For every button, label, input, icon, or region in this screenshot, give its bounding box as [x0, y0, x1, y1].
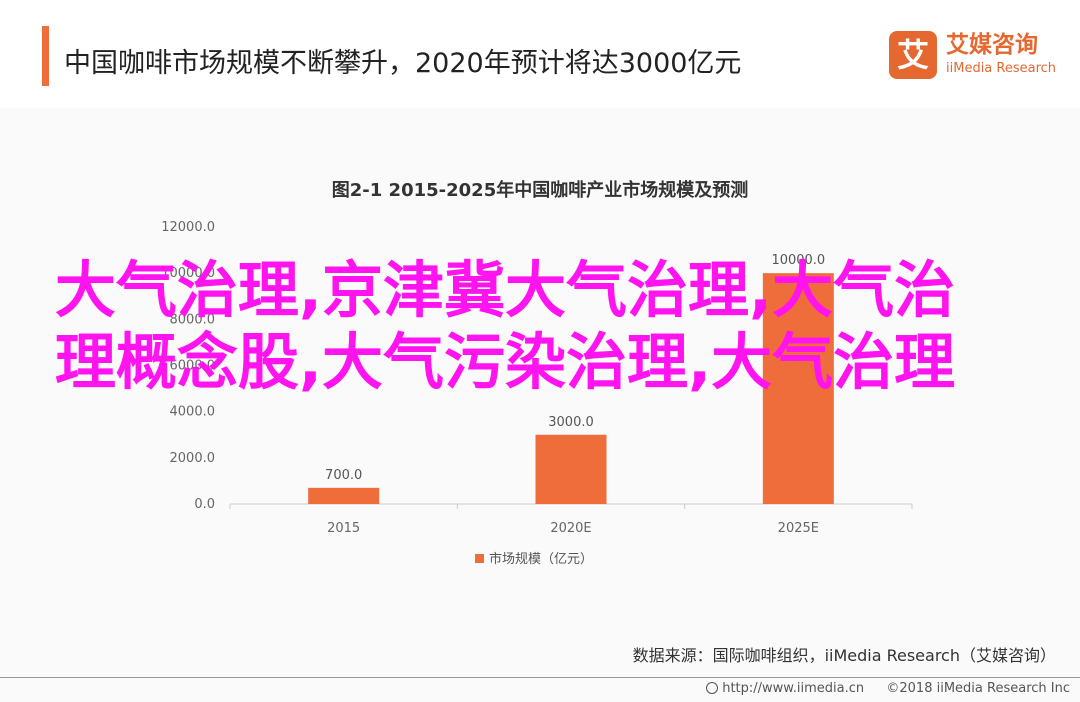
data-label: 700.0: [325, 468, 362, 483]
watermark-overlay-text: 大气治理,京津冀大气治理,大气治理概念股,大气污染治理,大气治理: [54, 255, 956, 398]
x-tick-label: 2015: [327, 521, 360, 536]
x-tick-label: 2025E: [778, 521, 819, 536]
header: 中国咖啡市场规模不断攀升，2020年预计将达3000亿元 艾 艾媒咨询 iiMe…: [0, 0, 1080, 108]
bar-chart: 图2-1 2015-2025年中国咖啡产业市场规模及预测 0.0 2000.0 400…: [161, 179, 913, 567]
footer: http://www.iimedia.cn ©2018 iiMedia Rese…: [706, 680, 1070, 698]
globe-icon: [706, 682, 719, 694]
logo: 艾 艾媒咨询 iiMedia Research: [889, 31, 1069, 81]
logo-subtitle: iiMedia Research: [946, 61, 1057, 76]
x-tick-label: 2020E: [550, 521, 591, 536]
footer-copyright: ©2018 iiMedia Research Inc: [886, 681, 1070, 696]
legend-swatch: [475, 554, 484, 563]
bar: [762, 273, 834, 504]
y-tick-label: 10000.0: [161, 266, 215, 281]
data-label: 3000.0: [548, 415, 594, 430]
y-tick-label: 8000.0: [170, 312, 216, 327]
y-tick-label: 12000.0: [161, 220, 215, 235]
y-tick-label: 2000.0: [170, 451, 216, 466]
source-note: 数据来源：国际咖啡组织，iiMedia Research（艾媒咨询）: [632, 646, 1056, 665]
y-tick-label: 4000.0: [170, 405, 216, 420]
chart-area: 图2-1 2015-2025年中国咖啡产业市场规模及预测 0.0 2000.0 400…: [0, 108, 1080, 702]
footer-url[interactable]: http://www.iimedia.cn: [722, 681, 865, 696]
legend-label: 市场规模（亿元）: [489, 551, 593, 567]
footer-divider: [0, 677, 1080, 678]
page-title: 中国咖啡市场规模不断攀升，2020年预计将达3000亿元: [64, 48, 742, 79]
logo-badge: 艾: [889, 31, 937, 79]
chart-title: 图2-1 2015-2025年中国咖啡产业市场规模及预测: [332, 179, 748, 201]
accent-bar: [42, 26, 49, 86]
y-tick-label: 0.0: [194, 497, 215, 512]
logo-name: 艾媒咨询: [946, 32, 1038, 58]
bar: [535, 434, 607, 504]
data-label: 10000.0: [771, 253, 825, 268]
y-tick-label: 6000.0: [170, 359, 216, 374]
bar: [308, 487, 380, 504]
